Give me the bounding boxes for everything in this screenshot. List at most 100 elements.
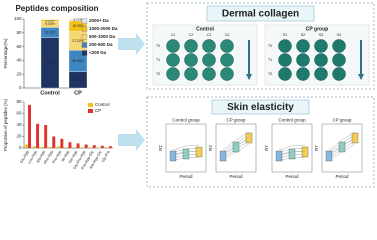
- skin-image: [220, 39, 234, 53]
- legend-swatch: [81, 42, 88, 48]
- data-label: 27.22%: [72, 39, 83, 43]
- data-label: 2.77%: [73, 18, 82, 22]
- group-label: Control: [196, 26, 214, 32]
- bar: [100, 145, 104, 148]
- graphical-abstract: Peptides composition Percentage(%) 0 20 40 60…: [3, 2, 375, 188]
- bar: [44, 125, 48, 148]
- y-tick-label: 40: [16, 58, 22, 63]
- bar: [92, 145, 96, 148]
- skin-image: [314, 67, 328, 81]
- skin-image: [166, 67, 180, 81]
- bar: [36, 123, 40, 148]
- skin-image: [278, 39, 292, 53]
- x-tick-label: Ser-Hyp: [68, 150, 78, 164]
- skin-image: [166, 53, 180, 67]
- elasticity-panel: [146, 96, 375, 188]
- subject-line: [172, 144, 200, 151]
- legend-label: Control: [95, 102, 110, 107]
- y-axis-label: Proportion of peptides (%): [3, 98, 8, 151]
- skin-image: [202, 53, 216, 67]
- plot-x-label: Period: [335, 174, 349, 179]
- bar: [25, 144, 29, 148]
- plot-y-label: R2: [208, 145, 213, 151]
- x-tick-label: Gly-Pro: [101, 150, 111, 163]
- arrow: [118, 129, 145, 151]
- bar: [52, 136, 56, 148]
- page: Peptides composition Percentage(%) 0 20 40 60…: [3, 2, 375, 188]
- plot-x-label: Period: [285, 174, 299, 179]
- y-axis-label: Percentage(%): [3, 38, 8, 69]
- x-tick-label: CP: [74, 90, 82, 96]
- skin-image: [220, 53, 234, 67]
- box: [288, 148, 296, 160]
- legend-swatch: [81, 26, 88, 32]
- bar: [57, 146, 61, 148]
- group-label: CP group: [306, 26, 328, 32]
- data-label: 9.03%: [45, 22, 54, 26]
- box: [182, 148, 190, 160]
- x-tick-label: Leu-Hyp: [27, 150, 38, 164]
- legend-label: 1000-2000 Da: [89, 26, 118, 31]
- bar: [89, 147, 93, 148]
- legend-swatch: [88, 109, 93, 113]
- y-tick-label: 40: [16, 122, 22, 127]
- subject-line: [278, 144, 306, 151]
- bar: [60, 138, 64, 148]
- box: [338, 141, 346, 153]
- bar: [76, 143, 80, 148]
- plot-x-label: Period: [179, 174, 193, 179]
- legend-swatch: [88, 103, 93, 107]
- plot-y-label: R7: [314, 145, 319, 151]
- x-tick-label: Glu-Hyp: [19, 150, 29, 164]
- skin-image: [314, 39, 328, 53]
- legend-label: 2000+ Da: [89, 18, 109, 23]
- column-label: S4: [337, 33, 341, 37]
- box: [325, 150, 333, 162]
- bar: [28, 104, 31, 148]
- panel-title: Dermal collagen: [222, 9, 299, 20]
- bar: [41, 146, 45, 148]
- chart-title: Peptides composition: [15, 4, 98, 13]
- skin-image: [202, 39, 216, 53]
- box: [195, 146, 203, 158]
- bar: [106, 147, 109, 148]
- legend-label: <200 Da: [89, 50, 107, 55]
- panel-header: [211, 99, 310, 115]
- skin-image: [332, 39, 346, 53]
- arrow: [118, 33, 145, 55]
- y-tick-label: 20: [16, 134, 22, 139]
- column-label: S2: [301, 33, 305, 37]
- skin-image: [184, 53, 198, 67]
- bar: [68, 142, 72, 148]
- plot-title: Control group: [172, 118, 200, 123]
- skin-image: [278, 53, 292, 67]
- plot-x-label: Period: [229, 174, 243, 179]
- data-label: 30.90%: [72, 59, 83, 63]
- bar: [84, 144, 88, 148]
- x-tick-label: Control: [40, 90, 60, 96]
- x-tick-label: Phe-Hyp: [43, 150, 54, 165]
- row-label: T0: [156, 44, 160, 48]
- bar: [108, 146, 112, 148]
- box: [245, 132, 253, 144]
- y-tick-label: 100: [14, 16, 22, 21]
- column-label: C3: [207, 33, 212, 37]
- data-label: 72.70%: [44, 61, 55, 65]
- legend-label: CP: [95, 108, 101, 113]
- legend-swatch: [81, 50, 88, 56]
- box: [275, 150, 283, 162]
- legend-label: 200-500 Da: [89, 42, 113, 47]
- row-label: T0: [268, 44, 272, 48]
- x-tick-label: Ala-Hyp: [36, 150, 46, 164]
- skin-image: [296, 53, 310, 67]
- skin-image: [314, 53, 328, 67]
- x-tick-label: Ile-Hyp: [61, 150, 70, 162]
- plot-title: Control group: [278, 118, 306, 123]
- data-label: 15.39%: [72, 24, 83, 28]
- bar: [49, 146, 53, 148]
- bar: [73, 147, 77, 148]
- box: [301, 146, 309, 158]
- plot-title: CP group: [227, 118, 246, 123]
- column-label: C2: [189, 33, 194, 37]
- skin-image: [184, 39, 198, 53]
